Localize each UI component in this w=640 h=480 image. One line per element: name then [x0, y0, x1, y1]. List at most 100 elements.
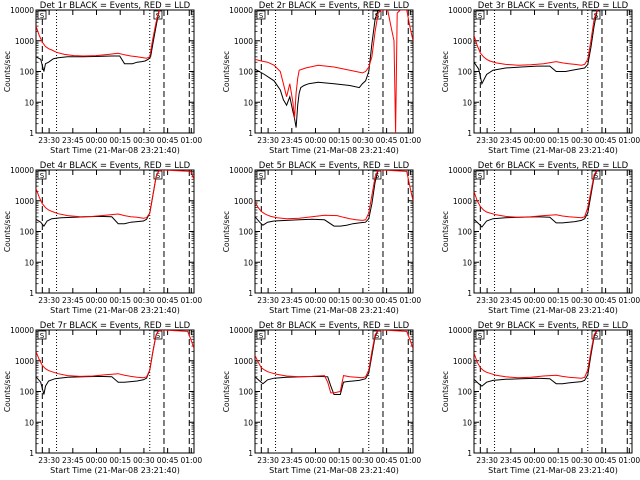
saa-marker-label: S	[375, 332, 380, 340]
y-tick-label: 10000	[448, 326, 472, 335]
x-tick-label: 00:15	[328, 456, 350, 465]
y-tick-label: 1	[248, 289, 253, 298]
x-tick-label: 00:45	[595, 456, 617, 465]
x-tick-label: 00:30	[352, 296, 374, 305]
x-tick-label: 00:15	[547, 296, 569, 305]
x-axis-label: Start Time (21-Mar-08 23:21:40)	[488, 306, 618, 315]
x-tick-label: 23:45	[62, 296, 84, 305]
series-line-lld	[36, 10, 160, 59]
saa-marker-box	[475, 170, 485, 180]
y-tick-label: 1000	[234, 37, 253, 46]
x-tick-label: 23:45	[281, 456, 303, 465]
saa-marker-box	[37, 170, 47, 180]
x-tick-label: 00:00	[305, 136, 327, 145]
series-line-lld	[255, 10, 413, 133]
series-line-events	[36, 10, 160, 72]
plot-frame	[35, 169, 195, 294]
x-tick-label: 00:30	[571, 296, 593, 305]
y-tick-label: 10000	[229, 166, 253, 175]
x-tick-label: 23:30	[476, 456, 498, 465]
x-tick-label: 00:30	[352, 456, 374, 465]
y-tick-label: 100	[239, 388, 254, 397]
detector-panel-4: Det 4r BLACK = Events, RED = LLD 1 10 100 10…	[3, 161, 202, 315]
x-tick-label: 23:45	[500, 296, 522, 305]
y-tick-label: 1000	[15, 197, 34, 206]
saa-marker-box	[256, 170, 266, 180]
y-axis-label: Counts/sec	[222, 211, 231, 252]
saa-marker-label: S	[259, 172, 264, 180]
series-line-events	[36, 170, 163, 227]
x-tick-label: 00:00	[305, 296, 327, 305]
series-line-lld	[255, 330, 413, 394]
x-tick-label: 23:30	[257, 296, 279, 305]
saa-marker-label: S	[478, 172, 483, 180]
saa-marker-label: S	[40, 172, 45, 180]
x-tick-label: 23:30	[476, 296, 498, 305]
x-tick-label: 00:30	[571, 136, 593, 145]
x-tick-label: 00:15	[109, 456, 131, 465]
panel-title: Det 8r BLACK = Events, RED = LLD	[259, 321, 410, 331]
y-tick-label: 1	[29, 289, 34, 298]
y-axis-label: Counts/sec	[3, 371, 12, 412]
y-axis-label: Counts/sec	[441, 211, 450, 252]
x-tick-label: 00:00	[86, 296, 108, 305]
x-tick-label: 00:00	[524, 136, 546, 145]
detector-panel-8: Det 8r BLACK = Events, RED = LLD 1 10 100 10…	[222, 321, 421, 475]
saa-marker-label: S	[156, 332, 161, 340]
y-tick-label: 10000	[10, 6, 34, 15]
plot-frame	[473, 169, 633, 294]
x-tick-label: 00:15	[109, 296, 131, 305]
saa-marker-box	[153, 170, 163, 180]
x-tick-label: 00:45	[157, 136, 179, 145]
detector-panel-5: Det 5r BLACK = Events, RED = LLD 1 10 100 10…	[222, 161, 421, 315]
x-tick-label: 23:30	[38, 296, 60, 305]
detector-panel-6: Det 6r BLACK = Events, RED = LLD 1 10 100 10…	[441, 161, 640, 315]
x-tick-label: 01:00	[181, 136, 203, 145]
x-axis-label: Start Time (21-Mar-08 23:21:40)	[269, 306, 399, 315]
saa-marker-box	[37, 10, 47, 20]
x-tick-label: 01:00	[181, 456, 203, 465]
x-tick-label: 01:00	[400, 136, 422, 145]
panel-title: Det 9r BLACK = Events, RED = LLD	[478, 321, 629, 331]
x-tick-label: 01:00	[619, 296, 640, 305]
y-tick-label: 10000	[448, 6, 472, 15]
y-axis-label: Counts/sec	[441, 371, 450, 412]
x-tick-label: 00:00	[86, 136, 108, 145]
saa-marker-label: S	[40, 332, 45, 340]
saa-marker-label: S	[478, 332, 483, 340]
y-tick-label: 10	[462, 418, 472, 427]
y-axis-label: Counts/sec	[441, 51, 450, 92]
plot-frame	[35, 329, 195, 454]
x-tick-label: 00:45	[157, 456, 179, 465]
y-tick-label: 100	[20, 388, 35, 397]
saa-marker-box	[256, 10, 266, 20]
x-tick-label: 01:00	[619, 456, 640, 465]
panel-title: Det 4r BLACK = Events, RED = LLD	[40, 161, 191, 171]
x-tick-label: 23:30	[257, 456, 279, 465]
y-axis-label: Counts/sec	[222, 371, 231, 412]
saa-marker-label: S	[259, 12, 264, 20]
x-tick-label: 00:00	[86, 456, 108, 465]
series-line-events	[255, 330, 379, 395]
y-tick-label: 1000	[234, 357, 253, 366]
x-tick-label: 23:45	[500, 136, 522, 145]
x-tick-label: 23:45	[281, 136, 303, 145]
x-axis-label: Start Time (21-Mar-08 23:21:40)	[50, 146, 180, 155]
y-tick-label: 10000	[10, 166, 34, 175]
x-tick-label: 00:45	[595, 296, 617, 305]
y-tick-label: 10	[243, 98, 253, 107]
detector-panel-2: Det 2r BLACK = Events, RED = LLD 1 10 100 10…	[222, 1, 421, 155]
y-tick-label: 1000	[15, 37, 34, 46]
y-tick-label: 1000	[15, 357, 34, 366]
x-tick-label: 01:00	[181, 296, 203, 305]
y-tick-label: 100	[20, 68, 35, 77]
x-tick-label: 00:30	[352, 136, 374, 145]
plot-frame	[254, 329, 414, 454]
y-tick-label: 100	[458, 228, 473, 237]
x-tick-label: 00:00	[524, 296, 546, 305]
saa-marker-label: S	[478, 12, 483, 20]
series-line-events	[474, 330, 598, 387]
detector-panel-7: Det 7r BLACK = Events, RED = LLD 1 10 100 10…	[3, 321, 202, 475]
x-axis-label: Start Time (21-Mar-08 23:21:40)	[50, 466, 180, 475]
